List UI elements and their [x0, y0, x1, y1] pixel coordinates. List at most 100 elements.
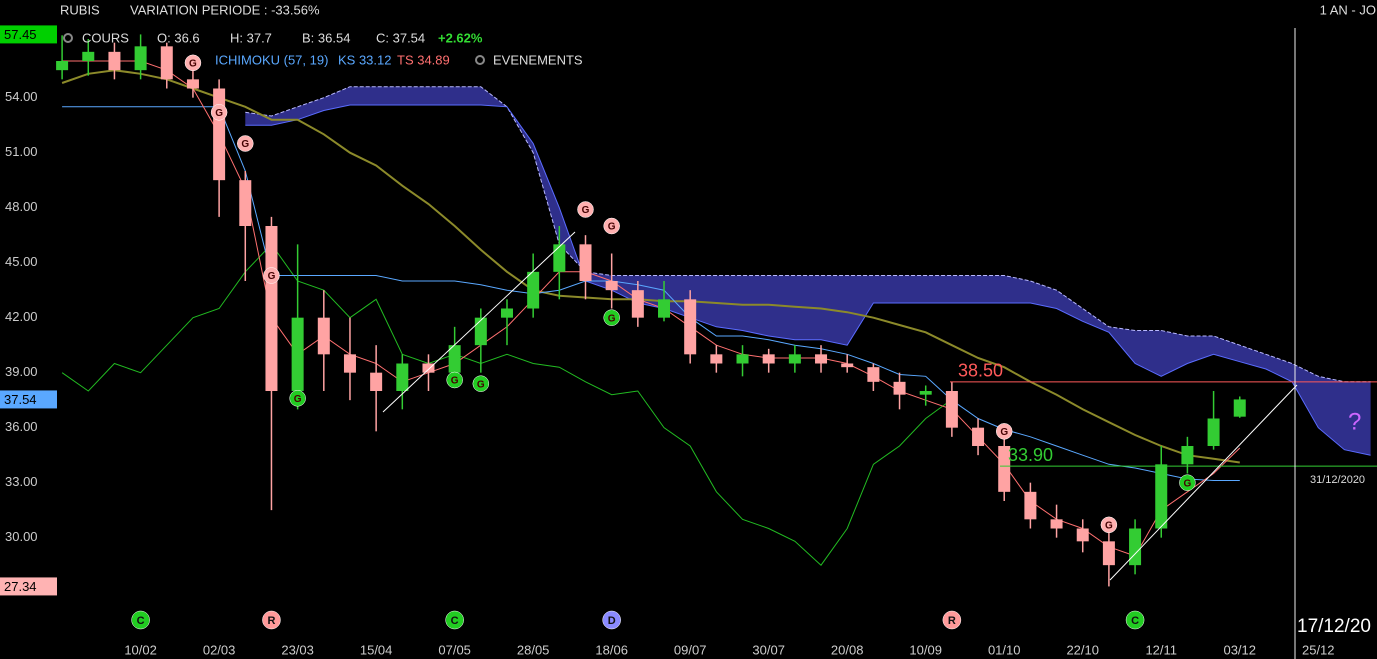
candle-body [998, 446, 1011, 492]
candle-body [1129, 528, 1142, 566]
gear-icon[interactable] [475, 55, 485, 65]
candle-body [343, 354, 356, 373]
period[interactable]: 1 AN - JO [1320, 2, 1376, 17]
candle-body [1024, 491, 1037, 520]
candle-body [1207, 418, 1220, 446]
signal-marker [603, 217, 620, 235]
signal-label: G [241, 139, 249, 150]
ks-value: KS 33.12 [338, 52, 392, 67]
candle-body [160, 46, 173, 80]
signal-label: G [268, 271, 276, 282]
event-marker [445, 610, 464, 630]
candle-body [605, 281, 618, 291]
gear-icon[interactable] [63, 33, 73, 43]
event-marker [131, 610, 150, 630]
signal-marker [995, 423, 1013, 440]
candle-body [317, 317, 330, 355]
candle-body [1102, 541, 1115, 566]
candle-body [448, 345, 461, 373]
low-value: B: 36.54 [302, 30, 350, 45]
trend-line [382, 231, 576, 413]
candle-body [919, 391, 932, 395]
price-tag-label: 37.54 [4, 392, 37, 407]
close-value: C: 37.54 [376, 30, 425, 45]
question-mark: ? [1348, 408, 1361, 435]
x-tick-label: 23/03 [281, 642, 314, 657]
event-marker [602, 610, 621, 630]
cursor-date: 17/12/20 [1297, 616, 1371, 637]
signal-marker [446, 371, 463, 389]
price-tag [0, 390, 57, 409]
line-span_a [245, 86, 1371, 383]
x-tick-label: 10/09 [909, 642, 942, 657]
signal-label: G [608, 313, 616, 324]
x-tick-label: 20/08 [831, 642, 864, 657]
x-tick-label: 30/07 [752, 642, 785, 657]
signal-marker [1179, 474, 1196, 491]
y-tick-label: 33.00 [5, 474, 38, 489]
candle-body [658, 299, 671, 318]
x-tick-label: 03/12 [1223, 642, 1256, 657]
candle-body [945, 391, 958, 428]
candle-body [56, 61, 69, 71]
candle-body [788, 354, 801, 364]
candle-body [422, 363, 435, 373]
signal-marker [577, 201, 594, 218]
change-value: +2.62% [438, 30, 483, 45]
candle-body [579, 244, 592, 281]
candle-body [527, 271, 540, 309]
signal-marker [289, 390, 306, 407]
ichimoku-label[interactable]: ICHIMOKU (57, 19) [215, 52, 328, 67]
signal-marker [603, 309, 620, 326]
signal-marker [210, 104, 228, 121]
signal-label: G [477, 379, 485, 390]
y-tick-label: 54.00 [5, 89, 38, 104]
x-tick-label: 12/11 [1145, 642, 1177, 657]
candle-body [553, 244, 566, 272]
candle-body [134, 46, 147, 71]
line-tenkan [62, 60, 1241, 557]
event-marker [262, 610, 281, 630]
candle-body [1050, 519, 1063, 529]
candle-body [815, 354, 828, 364]
plot-area: 54.00 51.00 48.00 45.00 42.00 39.00 36.00 33.00… [0, 25, 1377, 657]
candle-body [213, 88, 226, 181]
signal-label: G [215, 108, 223, 119]
level-label: 33.90 [1008, 445, 1053, 465]
ts-value: TS 34.89 [397, 52, 450, 67]
event-label: R [948, 615, 956, 627]
future-date: 31/12/2020 [1310, 474, 1365, 486]
event-label: R [267, 615, 275, 627]
y-tick-label: 48.00 [5, 199, 38, 214]
candle-body [239, 180, 252, 226]
signal-label: G [1105, 520, 1113, 531]
cours-label[interactable]: COURS [82, 30, 129, 45]
candle-body [710, 354, 723, 364]
events-label[interactable]: EVENEMENTS [493, 52, 583, 67]
candle-body [265, 226, 278, 391]
candle-body [1181, 446, 1194, 465]
signal-marker [1100, 516, 1118, 534]
signal-marker [472, 375, 490, 392]
signal-marker [184, 54, 202, 72]
candle-body [867, 367, 880, 382]
x-tick-label: 28/05 [517, 642, 550, 657]
level-label: 38.50 [958, 361, 1003, 381]
candle-body [370, 372, 383, 391]
y-tick-label: 42.00 [5, 309, 38, 324]
candle-body [972, 427, 985, 446]
open-value: O: 36.6 [157, 30, 200, 45]
signal-label: G [451, 376, 459, 387]
signal-label: G [582, 205, 590, 216]
candle-body [500, 308, 513, 318]
candle-body [82, 51, 95, 61]
event-label: C [137, 615, 145, 627]
event-marker [1125, 610, 1145, 630]
event-label: C [451, 615, 459, 627]
price-tag-label: 27.34 [4, 579, 37, 594]
variation: VARIATION PERIODE : -33.56% [130, 2, 320, 17]
x-tick-label: 01/10 [988, 642, 1021, 657]
x-tick-label: 09/07 [674, 642, 707, 657]
candle-body [1155, 464, 1168, 529]
signal-label: G [294, 394, 302, 405]
